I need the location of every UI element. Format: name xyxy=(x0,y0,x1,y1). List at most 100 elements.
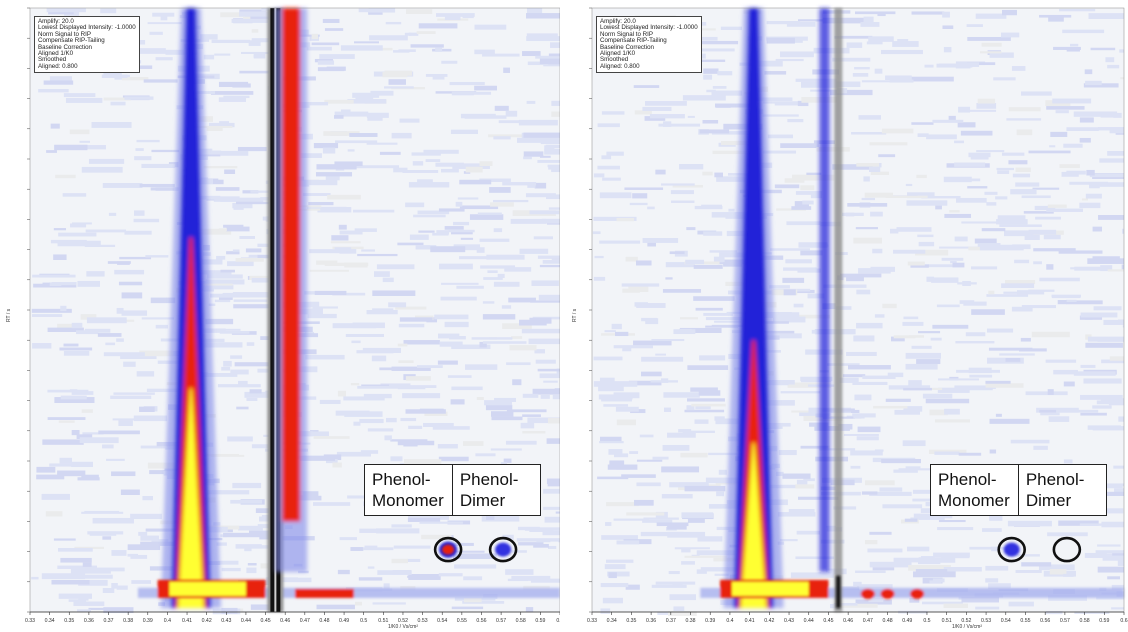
noise-streak xyxy=(397,385,426,390)
noise-streak xyxy=(878,154,896,158)
noise-streak xyxy=(1036,407,1079,413)
noise-streak xyxy=(327,194,361,200)
noise-streak xyxy=(966,62,996,66)
noise-streak xyxy=(133,415,168,422)
noise-streak xyxy=(649,114,685,119)
noise-streak xyxy=(711,324,744,328)
noise-streak xyxy=(319,399,341,405)
noise-streak xyxy=(54,397,95,404)
noise-streak xyxy=(833,602,858,606)
noise-streak xyxy=(989,52,1014,58)
marker-core xyxy=(1003,542,1020,557)
setting-line: Smoothed xyxy=(600,56,629,64)
noise-streak xyxy=(882,504,923,509)
noise-streak xyxy=(235,257,264,262)
noise-streak xyxy=(628,380,662,386)
noise-streak xyxy=(922,393,953,399)
noise-streak xyxy=(921,601,963,605)
noise-streak xyxy=(635,260,652,266)
y-axis-title-right: RT / s xyxy=(572,308,578,322)
noise-streak xyxy=(233,299,268,302)
noise-streak xyxy=(853,581,862,587)
noise-streak xyxy=(454,564,497,569)
noise-streak xyxy=(687,365,729,370)
noise-streak xyxy=(670,190,694,195)
noise-streak xyxy=(962,62,980,67)
noise-streak xyxy=(242,190,259,194)
noise-streak xyxy=(622,347,632,352)
noise-streak xyxy=(239,11,281,17)
noise-streak xyxy=(858,115,881,120)
noise-streak xyxy=(862,375,896,379)
x-tick-label: 0.49 xyxy=(902,618,912,624)
noise-streak xyxy=(463,576,483,581)
noise-streak xyxy=(655,581,696,585)
noise-streak xyxy=(856,162,879,167)
noise-streak xyxy=(1112,551,1124,558)
setting-line: Smoothed xyxy=(38,56,67,64)
noise-streak xyxy=(390,456,403,462)
noise-streak xyxy=(57,565,98,569)
noise-streak xyxy=(944,408,960,415)
noise-streak xyxy=(869,166,881,172)
noise-streak xyxy=(402,169,439,173)
noise-streak xyxy=(492,199,529,203)
noise-streak xyxy=(533,543,549,548)
noise-streak xyxy=(216,255,226,260)
noise-streak xyxy=(479,341,487,348)
noise-streak xyxy=(540,138,560,145)
noise-streak xyxy=(708,452,738,456)
noise-streak xyxy=(861,197,876,201)
noise-streak xyxy=(917,561,941,565)
noise-streak xyxy=(853,413,862,419)
noise-streak xyxy=(453,221,470,226)
noise-streak xyxy=(121,76,149,81)
noise-streak xyxy=(372,602,406,605)
noise-streak xyxy=(700,40,739,45)
noise-streak xyxy=(373,271,390,277)
noise-streak xyxy=(791,206,812,210)
noise-streak xyxy=(130,554,148,559)
bottom-band xyxy=(137,579,560,598)
noise-streak xyxy=(534,182,547,189)
x-tick-label: 0.57 xyxy=(496,618,506,624)
noise-streak xyxy=(996,167,1015,171)
x-tick-label: 0.55 xyxy=(1020,618,1030,624)
noise-streak xyxy=(682,430,715,434)
noise-streak xyxy=(85,229,127,233)
noise-streak xyxy=(856,584,893,589)
noise-streak xyxy=(1063,459,1073,464)
noise-streak xyxy=(309,301,320,308)
noise-streak xyxy=(455,201,463,207)
noise-streak xyxy=(462,441,484,446)
noise-streak xyxy=(456,285,484,289)
noise-streak xyxy=(545,144,560,149)
noise-streak xyxy=(42,282,50,287)
noise-streak xyxy=(613,453,629,458)
noise-streak xyxy=(593,276,606,281)
noise-streak xyxy=(915,569,948,575)
noise-streak xyxy=(239,9,266,13)
noise-streak xyxy=(53,538,76,541)
noise-streak xyxy=(1039,277,1080,282)
noise-streak xyxy=(786,21,816,27)
noise-streak xyxy=(310,430,319,433)
settings-box-right: Amplify: 20.0 Lowest Displayed Intensity… xyxy=(596,16,702,74)
noise-streak xyxy=(616,217,635,222)
noise-streak xyxy=(71,430,80,436)
noise-streak xyxy=(1083,83,1119,88)
noise-streak xyxy=(139,406,155,413)
x-tick-label: 0.39 xyxy=(705,618,715,624)
noise-streak xyxy=(325,176,340,181)
noise-streak xyxy=(416,31,436,35)
noise-streak xyxy=(526,36,560,42)
noise-streak xyxy=(1092,226,1103,232)
noise-streak xyxy=(379,151,401,155)
noise-streak xyxy=(772,316,806,323)
noise-streak xyxy=(332,462,342,468)
dimer-marker xyxy=(1052,536,1082,563)
noise-streak xyxy=(687,517,705,523)
noise-streak xyxy=(706,89,716,93)
noise-streak xyxy=(193,91,216,94)
noise-streak xyxy=(203,342,243,348)
